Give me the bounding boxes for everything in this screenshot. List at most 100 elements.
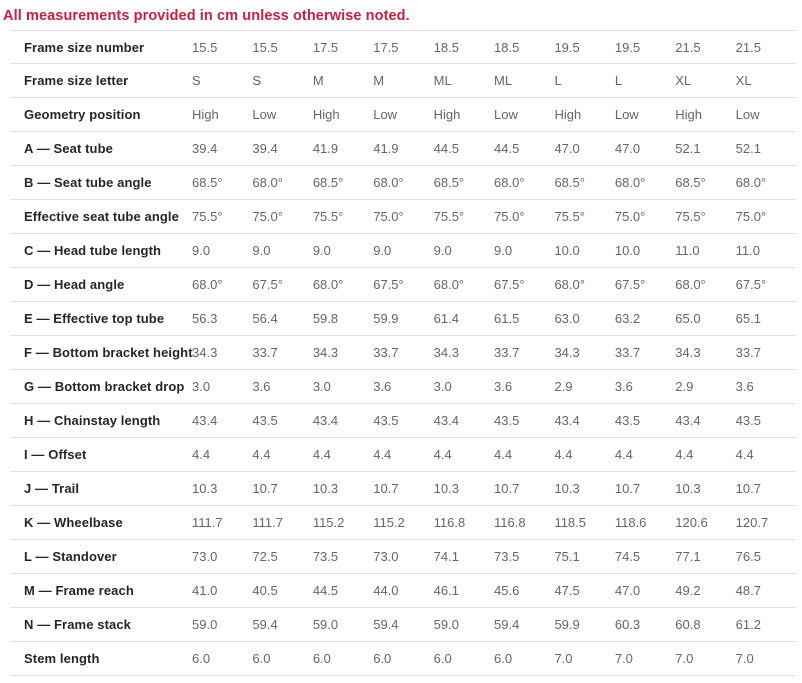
cell-value: 73.5 [494, 549, 520, 564]
row-label: H — Chainstay length [24, 413, 161, 428]
cell-value: 68.5° [554, 175, 585, 190]
row-label: F — Bottom bracket height [24, 345, 193, 360]
cell-value: 72.5 [252, 549, 278, 564]
cell-value: 2.9 [675, 379, 694, 394]
cell-value: 34.3 [433, 345, 459, 360]
table-row: I — Offset 4.4 4.4 4.4 4.4 4.4 4.4 4.4 4.4 4.4 4.4 [10, 438, 796, 472]
cell-value: 68.0° [192, 277, 223, 292]
cell-value: 61.4 [433, 311, 459, 326]
cell-value: 4.4 [373, 447, 392, 462]
cell-value: 21.5 [735, 39, 761, 55]
cell-value: 68.0° [312, 277, 344, 292]
cell-value: 10.3 [554, 481, 580, 496]
cell-value: 68.0° [433, 277, 465, 292]
cell-value: Low [252, 107, 277, 122]
cell-value: 116.8 [494, 515, 526, 530]
cell-value: 68.0° [675, 277, 706, 292]
row-label: K — Wheelbase [24, 515, 123, 530]
cell-value: 15.5 [252, 39, 278, 55]
cell-value: Low [614, 107, 639, 122]
cell-value: 75.5° [433, 209, 465, 224]
cell-value: 52.1 [735, 141, 761, 156]
row-label: G — Bottom bracket drop [24, 379, 185, 394]
cell-value: 6.0 [373, 651, 392, 666]
table-row: M — Frame reach 41.0 40.5 44.5 44.0 46.1 45.6 4… [10, 574, 796, 608]
cell-value: 77.1 [675, 549, 701, 564]
cell-value: 10.3 [433, 481, 459, 496]
cell-value: 48.7 [735, 583, 761, 598]
cell-value: 33.7 [373, 345, 399, 360]
cell-value: 3.0 [312, 379, 331, 394]
cell-value: High [312, 107, 340, 122]
cell-value: ML [494, 73, 513, 88]
cell-value: 56.4 [252, 311, 278, 326]
cell-value: 4.4 [312, 447, 331, 462]
cell-value: 59.0 [192, 617, 218, 632]
cell-value: 43.4 [192, 413, 218, 428]
cell-value: 3.6 [735, 379, 754, 394]
cell-value: 65.1 [735, 311, 761, 326]
cell-value: 17.5 [373, 39, 399, 55]
cell-value: 44.5 [312, 583, 339, 598]
cell-value: 4.4 [433, 447, 452, 462]
cell-value: 75.0° [494, 209, 525, 224]
cell-value: 73.0 [192, 549, 218, 564]
row-label: E — Effective top tube [24, 311, 165, 326]
cell-value: 67.5° [252, 277, 283, 292]
cell-value: 3.6 [252, 379, 271, 394]
cell-value: 120.7 [735, 515, 769, 530]
row-label: J — Trail [24, 481, 80, 496]
cell-value: 115.2 [312, 515, 345, 530]
cell-value: Low [373, 107, 398, 122]
cell-value: 33.7 [252, 345, 278, 360]
cell-value: 61.5 [494, 311, 520, 326]
row-label: Frame size letter [24, 73, 129, 88]
cell-value: 43.5 [252, 413, 278, 428]
cell-value: 6.0 [433, 651, 452, 666]
cell-value: 43.5 [735, 413, 761, 428]
cell-value: 2.9 [554, 379, 573, 394]
cell-value: 75.0° [735, 209, 767, 224]
cell-value: 44.5 [494, 141, 520, 156]
cell-value: 43.5 [614, 413, 641, 428]
row-label: Effective seat tube angle [24, 209, 179, 224]
cell-value: 34.3 [554, 345, 580, 360]
cell-value: 73.0 [373, 549, 399, 564]
cell-value: 68.0° [614, 175, 646, 190]
cell-value: 9.0 [252, 243, 271, 258]
cell-value: 4.4 [252, 447, 271, 462]
cell-value: 34.3 [675, 345, 701, 360]
cell-value: 9.0 [192, 243, 211, 258]
cell-value: 11.0 [735, 243, 760, 258]
cell-value: 68.0° [373, 175, 404, 190]
row-label: Geometry position [24, 107, 141, 122]
cell-value: L [554, 73, 562, 88]
cell-value: 21.5 [675, 39, 701, 55]
cell-value: 3.6 [494, 379, 513, 394]
table-row: Frame size number 15.5 15.5 17.5 17.5 18.5 18.… [10, 30, 796, 64]
cell-value: 40.5 [252, 583, 278, 598]
cell-value: 76.5 [735, 549, 761, 564]
cell-value: 10.0 [554, 243, 580, 258]
table-row: J — Trail 10.3 10.7 10.3 10.7 10.3 10.7 10.3 10.… [10, 472, 796, 506]
row-label: B — Seat tube angle [24, 175, 152, 190]
cell-value: 10.7 [373, 481, 399, 496]
cell-value: 7.0 [675, 651, 694, 666]
cell-value: High [192, 107, 219, 122]
cell-value: 33.7 [735, 345, 761, 360]
table-row: H — Chainstay length 43.4 43.5 43.4 43.5 43.4… [10, 404, 796, 438]
cell-value: M [312, 73, 324, 88]
cell-value: 19.5 [614, 39, 641, 55]
cell-value: Low [735, 107, 760, 122]
cell-value: 19.5 [554, 39, 580, 55]
table-row: E — Effective top tube 56.3 56.4 59.8 59.9 61… [10, 302, 796, 336]
table-row: Frame size letter S S M M ML ML L L XL XL [10, 64, 796, 98]
cell-value: M [373, 73, 385, 88]
cell-value: 63.2 [614, 311, 641, 326]
cell-value: 34.3 [192, 345, 218, 360]
cell-value: 68.0° [252, 175, 283, 190]
cell-value: 43.4 [433, 413, 459, 428]
cell-value: 11.0 [675, 243, 700, 258]
cell-value: 9.0 [494, 243, 513, 258]
